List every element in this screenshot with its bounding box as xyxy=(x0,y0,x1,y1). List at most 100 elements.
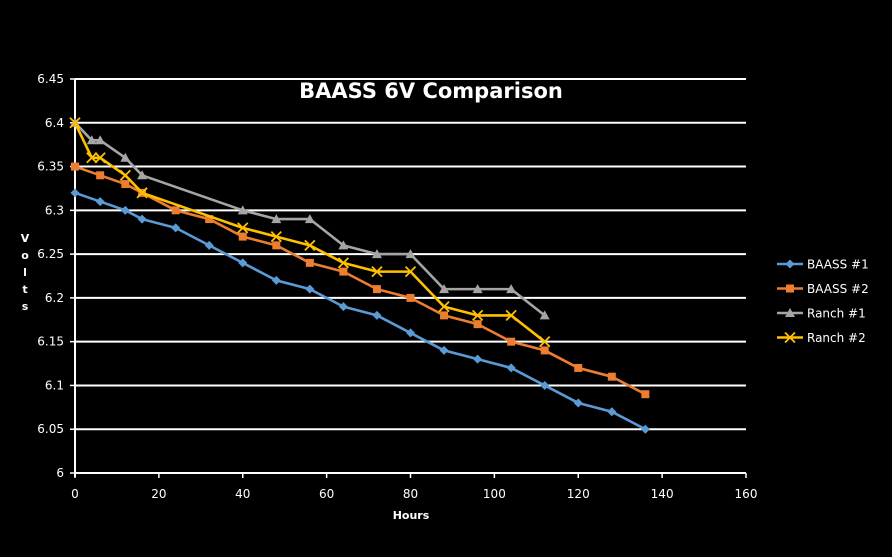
data-point xyxy=(439,284,450,294)
y-tick-label: 6.4 xyxy=(45,116,64,130)
data-point xyxy=(404,265,417,278)
data-point xyxy=(371,249,382,259)
data-point xyxy=(120,152,131,162)
y-axis-title-letter: l xyxy=(23,266,27,279)
legend-label: Ranch #2 xyxy=(807,331,866,345)
legend: BAASS #1 BAASS #2 Ranch #1 Ranch #2 xyxy=(777,258,869,345)
x-tick-label: 60 xyxy=(319,487,334,501)
legend-item: Ranch #1 xyxy=(777,307,866,321)
data-point xyxy=(205,215,214,224)
legend-label: BAASS #2 xyxy=(807,282,869,296)
y-tick-label: 6.35 xyxy=(37,160,64,174)
data-point xyxy=(137,170,148,180)
data-point xyxy=(641,390,650,399)
x-tick-label: 80 xyxy=(403,487,418,501)
legend-marker xyxy=(785,308,795,317)
chart-title: BAASS 6V Comparison xyxy=(299,79,563,103)
data-point xyxy=(204,240,214,250)
data-point xyxy=(539,310,550,320)
data-point xyxy=(121,180,130,189)
legend-item: BAASS #1 xyxy=(777,258,869,272)
data-point xyxy=(171,223,181,233)
x-tick-labels: 0 20 40 60 80 100 120 140 160 xyxy=(71,487,757,501)
legend-label: BAASS #1 xyxy=(807,258,869,272)
data-point xyxy=(540,380,550,390)
data-point xyxy=(339,267,348,276)
data-point xyxy=(272,241,281,250)
y-tick-labels: 6 6.05 6.1 6.15 6.2 6.25 6.3 6.35 6.4 6.45 xyxy=(37,72,64,480)
data-point xyxy=(271,214,282,224)
series-group xyxy=(69,117,650,434)
data-point xyxy=(86,135,97,145)
data-point xyxy=(506,284,517,294)
data-point xyxy=(136,187,148,199)
legend-item: BAASS #2 xyxy=(777,282,869,296)
legend-marker xyxy=(784,331,796,344)
data-point xyxy=(473,354,483,364)
data-point xyxy=(540,346,549,355)
data-point xyxy=(439,345,449,355)
data-point xyxy=(119,169,131,181)
data-point xyxy=(539,336,551,348)
y-tick-label: 6.2 xyxy=(45,291,64,305)
data-point xyxy=(405,249,416,259)
gridlines xyxy=(75,78,746,431)
data-point xyxy=(305,258,314,267)
x-tick-label: 140 xyxy=(651,487,674,501)
data-point xyxy=(505,309,517,322)
x-tick-label: 0 xyxy=(71,487,79,501)
y-tick-label: 6 xyxy=(56,466,64,480)
data-point xyxy=(137,214,147,224)
data-point xyxy=(271,275,281,285)
y-axis-title-letter: V xyxy=(21,232,30,245)
data-point xyxy=(473,320,482,329)
data-point xyxy=(69,117,81,129)
series-baass-1 xyxy=(70,188,650,434)
data-point xyxy=(95,197,105,207)
data-point xyxy=(438,301,450,313)
data-point xyxy=(70,188,80,198)
data-point xyxy=(607,372,616,381)
data-point xyxy=(471,309,484,322)
data-point xyxy=(573,398,583,408)
data-point xyxy=(237,205,248,215)
data-point xyxy=(71,162,79,171)
data-point xyxy=(472,284,483,294)
data-point xyxy=(372,285,381,294)
data-point xyxy=(406,328,415,338)
data-point xyxy=(305,284,315,294)
data-point xyxy=(337,257,350,269)
y-tick-label: 6.1 xyxy=(45,378,64,392)
data-point xyxy=(95,135,106,145)
data-point xyxy=(270,230,282,243)
legend-label: Ranch #1 xyxy=(807,307,866,321)
data-point xyxy=(506,363,516,373)
data-point xyxy=(96,171,105,180)
data-point xyxy=(237,222,249,234)
y-tick-label: 6.3 xyxy=(45,203,64,217)
data-point xyxy=(238,232,247,241)
x-axis-title: Hours xyxy=(393,509,430,522)
y-axis-title-letter: t xyxy=(22,283,27,296)
y-tick-label: 6.25 xyxy=(37,247,64,261)
data-point xyxy=(338,302,348,312)
x-tick-label: 160 xyxy=(735,487,758,501)
data-point xyxy=(304,214,315,224)
series-ranch-2 xyxy=(69,117,551,348)
data-point xyxy=(406,293,415,302)
legend-marker xyxy=(786,284,794,293)
y-axis-title-letter: s xyxy=(22,300,29,313)
data-point xyxy=(574,363,583,372)
data-point xyxy=(304,239,316,251)
data-point xyxy=(440,311,449,320)
y-tick-label: 6.05 xyxy=(37,422,64,436)
data-point xyxy=(120,205,130,215)
data-point xyxy=(338,240,349,250)
data-point xyxy=(607,407,617,417)
y-tick-label: 6.45 xyxy=(37,72,64,86)
data-point xyxy=(372,310,382,320)
data-point xyxy=(171,206,180,215)
